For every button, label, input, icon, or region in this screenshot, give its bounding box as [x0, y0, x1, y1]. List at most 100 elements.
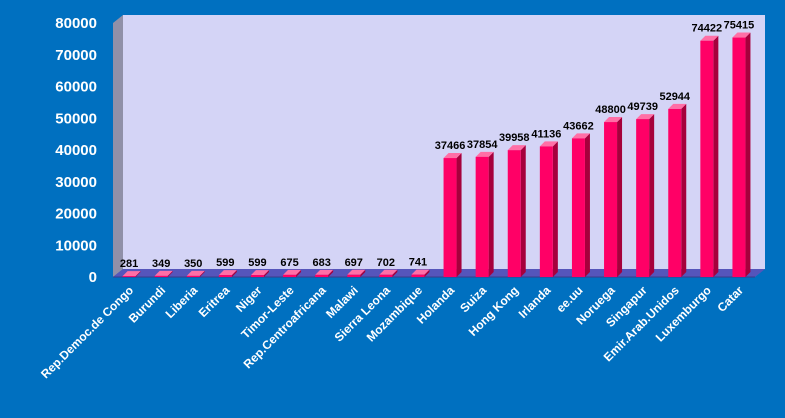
- data-label: 599: [216, 257, 234, 269]
- bar-side: [199, 270, 205, 277]
- bar-side: [231, 270, 237, 277]
- data-label: 702: [377, 257, 395, 269]
- bar-front: [732, 37, 746, 278]
- bar-front: [571, 138, 585, 277]
- bar-top: [571, 133, 590, 139]
- bar: [250, 270, 269, 277]
- bar-top: [218, 270, 237, 276]
- bars: [122, 32, 751, 278]
- bar-side: [167, 270, 173, 277]
- data-label: 683: [312, 257, 330, 269]
- bar-front: [475, 156, 489, 277]
- bar: [283, 269, 302, 277]
- y-tick-label: 30000: [55, 174, 97, 191]
- bar-side: [328, 269, 334, 277]
- data-label: 281: [120, 258, 138, 270]
- bar-side: [713, 35, 719, 278]
- bar-top: [443, 153, 462, 159]
- bar-top: [700, 35, 719, 41]
- x-tick-label: Catar: [714, 283, 746, 315]
- y-tick-label: 50000: [55, 110, 97, 127]
- bar-top: [250, 270, 269, 276]
- bar-side: [584, 133, 590, 277]
- x-tick-label: Irlanda: [516, 283, 554, 321]
- bar: [411, 269, 430, 277]
- bar-front: [315, 274, 329, 277]
- bar-side: [520, 145, 526, 277]
- bar-side: [456, 153, 462, 277]
- data-label: 37854: [467, 139, 498, 151]
- x-tick-label: Liberia: [163, 283, 201, 321]
- bar: [122, 271, 141, 277]
- bar: [571, 133, 590, 277]
- bar-top: [283, 269, 302, 275]
- bar-front: [154, 275, 168, 277]
- x-tick-label: Rep.Democ.de Congo: [38, 283, 136, 381]
- bar-front: [186, 275, 200, 277]
- data-label: 75415: [724, 20, 755, 32]
- bar: [636, 114, 655, 277]
- bar-front: [636, 119, 650, 277]
- bar-side: [649, 114, 655, 277]
- data-label: 43662: [563, 120, 594, 132]
- bar-front: [507, 150, 521, 277]
- y-tick-label: 20000: [55, 206, 97, 223]
- y-axis-ticks: 0 10000 20000 30000 40000 50000 60000 70000 8000…: [55, 15, 97, 286]
- bar-front: [250, 275, 264, 277]
- bar-front: [218, 275, 232, 277]
- bar-top: [507, 145, 526, 151]
- bar-top: [315, 269, 334, 275]
- data-labels: 281 349 350 599 599 675 683 697 702 741 37466 37854…: [120, 20, 754, 271]
- bar-top: [539, 141, 558, 147]
- bar: [700, 35, 719, 278]
- bar-front: [668, 108, 682, 277]
- data-label: 52944: [659, 91, 690, 103]
- bar: [379, 269, 398, 277]
- bar: [475, 151, 494, 277]
- data-label: 599: [248, 257, 266, 269]
- data-label: 48800: [595, 104, 626, 116]
- y-tick-label: 70000: [55, 47, 97, 64]
- bar-front: [411, 274, 425, 277]
- bar-front: [443, 158, 457, 277]
- bar-front: [539, 146, 553, 277]
- bar: [539, 141, 558, 277]
- data-label: 675: [280, 257, 298, 269]
- bar-top: [122, 271, 141, 277]
- bar: [443, 153, 462, 277]
- data-label: 741: [409, 257, 427, 269]
- bar-top: [154, 270, 173, 276]
- bar-front: [122, 276, 136, 277]
- bar-side: [263, 270, 269, 277]
- data-label: 697: [345, 257, 363, 269]
- bar: [315, 269, 334, 277]
- bar-top: [379, 269, 398, 275]
- bar-top: [668, 103, 687, 109]
- data-label: 39958: [499, 132, 530, 144]
- bar-side: [360, 269, 366, 277]
- bar-top: [636, 114, 655, 120]
- bar-side: [617, 117, 623, 277]
- bar-front: [700, 40, 714, 278]
- bar-side: [552, 141, 558, 277]
- bar-front: [283, 274, 297, 277]
- y-tick-label: 0: [89, 269, 97, 286]
- bar-top: [411, 269, 430, 275]
- bar: [507, 145, 526, 277]
- bar-front: [604, 122, 618, 277]
- bar: [218, 270, 237, 277]
- y-tick-label: 10000: [55, 237, 97, 254]
- y-tick-label: 80000: [55, 15, 97, 32]
- bar-top: [732, 32, 751, 38]
- bar-top: [475, 151, 494, 157]
- bar: [732, 32, 751, 278]
- data-label: 37466: [435, 140, 466, 152]
- bar-top: [186, 270, 205, 276]
- bar: [154, 270, 173, 277]
- data-label: 349: [152, 258, 170, 270]
- bar: [668, 103, 687, 277]
- bar: [604, 117, 623, 277]
- bar-side: [745, 32, 751, 278]
